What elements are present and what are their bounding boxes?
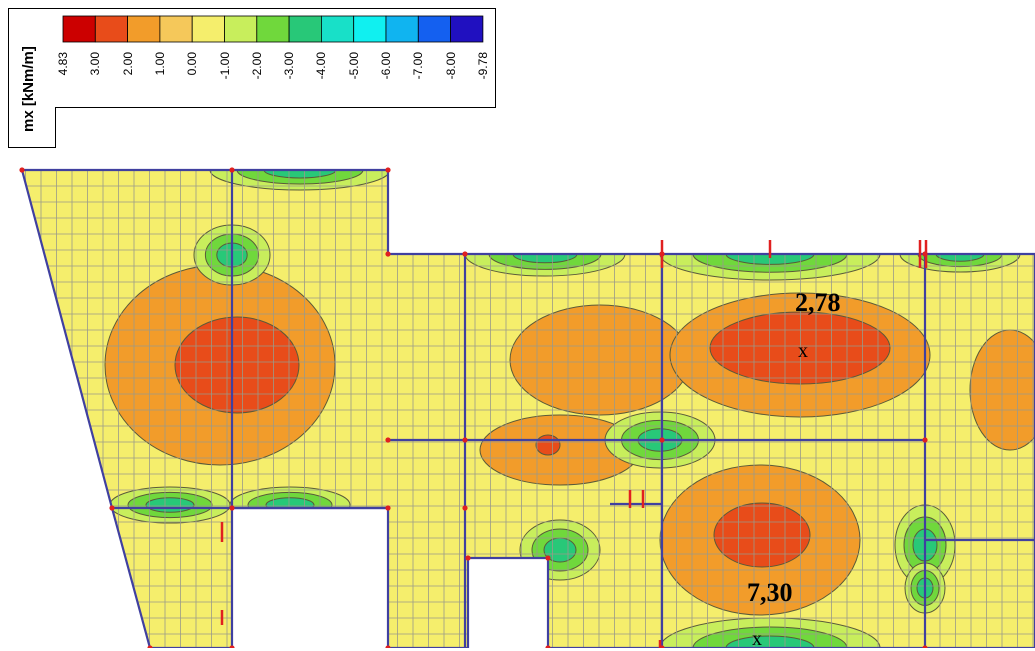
contour-negative	[236, 170, 364, 185]
node-point	[462, 505, 468, 511]
value-label-2: 7,30	[747, 578, 793, 607]
legend-swatch	[62, 15, 96, 43]
node-point	[385, 251, 391, 257]
node-point	[229, 167, 235, 173]
node-point	[545, 645, 551, 648]
node-point	[922, 437, 928, 443]
legend-swatch	[94, 15, 129, 43]
support-markers	[220, 240, 928, 648]
legend-tick-label: 2.00	[120, 52, 135, 76]
legend-swatch	[288, 15, 322, 43]
point-marker-2: x	[752, 628, 762, 650]
legend-border	[8, 8, 496, 148]
node-point	[385, 437, 391, 443]
legend-tick-label: -5.00	[346, 52, 361, 80]
contour-core	[535, 434, 561, 456]
legend-tick-label: -7.00	[411, 52, 426, 80]
legend-title: mx [kNm/m]	[20, 46, 37, 132]
node-point	[462, 251, 468, 257]
contour-negative	[145, 497, 195, 513]
node-point	[109, 505, 115, 511]
legend-frame	[8, 8, 496, 148]
contour-core	[713, 502, 811, 568]
node-point	[922, 645, 928, 648]
node-point	[229, 505, 235, 511]
contour-negative	[692, 626, 848, 648]
legend-tick-label: -2.00	[249, 52, 264, 80]
contour-negative	[263, 170, 337, 179]
contour-negative	[725, 635, 815, 648]
color-legend: mx [kNm/m] 4.83 3.00 2.00 1.00 0.00 -1.00 -2.0…	[8, 8, 496, 148]
contour-plot	[19, 167, 1035, 648]
legend-swatch	[127, 15, 161, 43]
legend-swatch	[159, 15, 193, 43]
node-point	[147, 645, 153, 648]
legend-swatch	[385, 15, 419, 43]
node-point	[385, 505, 391, 511]
legend-tick-label: 1.00	[152, 52, 167, 76]
legend-tick-label: -9.78	[475, 52, 490, 80]
legend-tick-label: -4.00	[314, 52, 329, 80]
legend-tick-label: -1.00	[217, 52, 232, 80]
node-point	[545, 555, 551, 561]
legend-swatch	[256, 15, 290, 43]
legend-tick-label: 4.83	[56, 52, 70, 76]
legend-swatch	[417, 15, 451, 43]
slab-contours	[22, 170, 1035, 648]
node-point	[385, 167, 391, 173]
legend-tick-label: 3.00	[88, 52, 103, 76]
legend-tick-label: -3.00	[282, 52, 297, 80]
contour-core	[174, 316, 300, 414]
legend-swatch	[224, 15, 258, 43]
support-nodes	[19, 167, 928, 648]
legend-swatch	[191, 15, 225, 43]
value-label-1: 2,78	[795, 288, 841, 317]
legend-swatch	[320, 15, 355, 43]
node-point	[385, 645, 391, 648]
legend-tick-label: -8.00	[443, 52, 458, 80]
node-point	[462, 437, 468, 443]
node-point	[659, 437, 665, 443]
node-point	[229, 645, 235, 648]
legend-tick-label: 0.00	[185, 52, 200, 76]
point-marker-1: x	[798, 340, 808, 362]
legend-swatch	[353, 15, 387, 43]
node-point	[465, 555, 471, 561]
legend-tick-label: -6.00	[379, 52, 393, 80]
legend-swatch	[450, 15, 484, 43]
node-point	[19, 167, 25, 173]
